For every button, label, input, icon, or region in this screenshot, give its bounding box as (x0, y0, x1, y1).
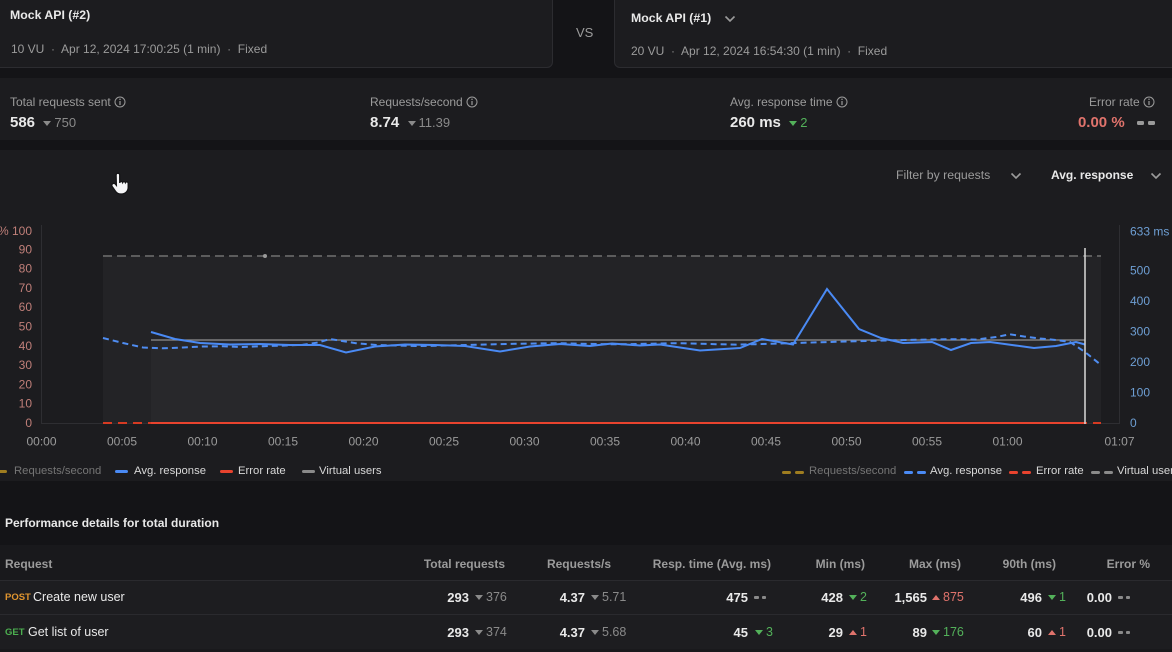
svg-text:300: 300 (1130, 325, 1150, 339)
svg-text:01:00: 01:00 (992, 435, 1022, 449)
svg-text:00:20: 00:20 (348, 435, 378, 449)
svg-text:00:50: 00:50 (831, 435, 861, 449)
svg-text:50: 50 (19, 320, 33, 334)
svg-text:400: 400 (1130, 294, 1150, 308)
svg-text:30: 30 (19, 358, 33, 372)
svg-text:00:00: 00:00 (26, 435, 56, 449)
svg-text:00:45: 00:45 (751, 435, 781, 449)
svg-text:00:40: 00:40 (670, 435, 700, 449)
svg-text:00:30: 00:30 (509, 435, 539, 449)
svg-text:10: 10 (19, 397, 33, 411)
svg-text:0: 0 (25, 416, 32, 430)
svg-text:633 ms: 633 ms (1130, 225, 1169, 239)
svg-text:80: 80 (19, 262, 33, 276)
svg-text:00:55: 00:55 (912, 435, 942, 449)
svg-text:00:25: 00:25 (429, 435, 459, 449)
svg-text:00:35: 00:35 (590, 435, 620, 449)
svg-text:00:15: 00:15 (268, 435, 298, 449)
svg-text:40: 40 (19, 339, 33, 353)
svg-text:20: 20 (19, 377, 33, 391)
svg-text:00:05: 00:05 (107, 435, 137, 449)
svg-text:60: 60 (19, 300, 33, 314)
svg-text:100: 100 (1130, 386, 1150, 400)
svg-text:70: 70 (19, 281, 33, 295)
svg-text:0: 0 (1130, 416, 1137, 430)
svg-text:90: 90 (19, 242, 33, 256)
svg-text:200: 200 (1130, 355, 1150, 369)
svg-text:01:07: 01:07 (1104, 435, 1134, 449)
svg-text:% 100: % 100 (0, 224, 32, 238)
svg-text:00:10: 00:10 (187, 435, 217, 449)
svg-text:500: 500 (1130, 264, 1150, 278)
